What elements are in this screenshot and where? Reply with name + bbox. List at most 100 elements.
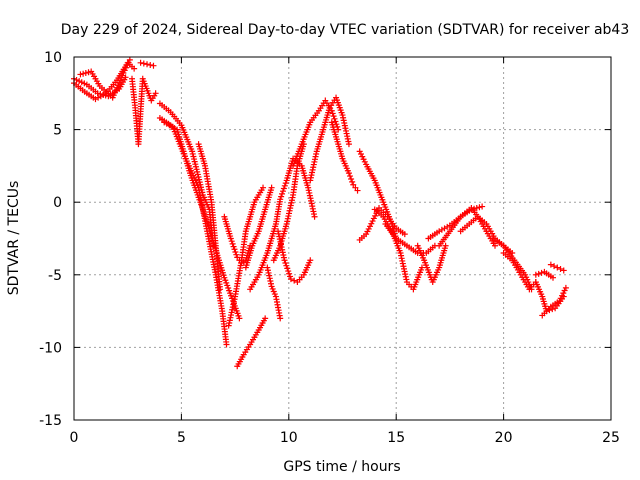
data-point	[359, 153, 366, 160]
data-point	[277, 196, 284, 203]
data-point	[85, 69, 92, 76]
data-point	[547, 261, 554, 268]
plot-frame	[73, 56, 612, 421]
data-point	[233, 251, 240, 258]
data-point	[345, 170, 352, 177]
data-point	[278, 193, 285, 200]
data-points	[71, 56, 569, 370]
chart-title: Day 229 of 2024, Sidereal Day-to-day VTE…	[61, 22, 630, 38]
data-point	[559, 292, 566, 299]
data-point	[360, 156, 367, 163]
data-point	[94, 90, 101, 97]
data-point	[217, 286, 224, 293]
data-point	[260, 184, 267, 191]
data-point	[266, 275, 273, 282]
data-point	[282, 259, 289, 266]
data-point	[370, 215, 377, 222]
data-point	[556, 297, 563, 304]
x-tick-label: 15	[387, 430, 405, 446]
x-tick-label: 25	[602, 430, 620, 446]
data-point	[348, 175, 355, 182]
data-point	[291, 277, 298, 284]
data-point	[554, 264, 561, 271]
y-tick-label: -10	[39, 340, 62, 356]
data-point	[369, 218, 376, 225]
data-point	[287, 273, 294, 280]
data-point	[265, 269, 272, 276]
data-point	[329, 110, 336, 117]
data-point	[267, 278, 274, 285]
data-point	[287, 276, 294, 283]
data-point	[401, 231, 408, 238]
y-axis-label: SDTVAR / TECUs	[6, 181, 22, 296]
data-point	[227, 235, 234, 242]
data-point	[364, 228, 371, 235]
data-point	[122, 64, 129, 71]
data-point	[97, 91, 104, 98]
data-point	[476, 204, 483, 211]
data-point	[137, 59, 144, 66]
data-point	[125, 59, 132, 66]
data-point	[535, 270, 542, 277]
data-point	[551, 263, 558, 270]
data-point	[279, 188, 286, 195]
data-point	[99, 91, 106, 98]
data-point	[331, 115, 338, 122]
data-point	[368, 220, 375, 227]
data-point	[122, 74, 129, 81]
data-point	[228, 238, 235, 245]
data-point	[264, 264, 271, 271]
x-axis-label: GPS time / hours	[283, 459, 400, 475]
data-point	[229, 240, 236, 247]
data-point	[82, 69, 89, 76]
data-point	[557, 295, 564, 302]
data-point	[285, 268, 292, 275]
axis-ticks: 0 5 10 15 20 25 -15 -10 -5 0 5 10	[39, 50, 620, 446]
data-point	[236, 315, 243, 322]
data-point	[442, 242, 449, 249]
data-point	[144, 61, 151, 68]
data-point	[268, 280, 275, 287]
data-point	[557, 265, 564, 272]
data-point	[532, 271, 539, 278]
data-point	[561, 287, 568, 294]
data-point	[147, 61, 154, 68]
data-point	[479, 203, 486, 210]
data-point	[550, 274, 557, 281]
data-point	[345, 141, 352, 148]
data-point	[124, 62, 131, 69]
data-point	[279, 190, 286, 197]
data-point	[264, 267, 271, 274]
data-point	[332, 118, 339, 125]
data-point	[80, 70, 87, 77]
data-point	[280, 185, 287, 192]
data-point	[354, 187, 361, 194]
data-point	[560, 267, 567, 274]
data-point	[361, 158, 368, 165]
data-point	[231, 246, 238, 253]
data-point	[262, 315, 269, 322]
data-point	[418, 264, 425, 271]
data-point	[77, 71, 84, 78]
data-point	[268, 184, 275, 191]
data-point	[307, 257, 314, 264]
y-tick-label: 5	[53, 123, 62, 139]
data-point	[286, 270, 293, 277]
data-point	[349, 178, 356, 185]
data-point	[281, 182, 288, 189]
data-point	[230, 243, 237, 250]
data-point	[283, 262, 290, 269]
data-point	[126, 56, 133, 63]
data-point	[311, 213, 318, 220]
data-point	[277, 315, 284, 322]
data-point	[562, 284, 569, 291]
y-tick-label: 0	[53, 195, 62, 211]
x-tick-label: 5	[177, 430, 186, 446]
grid	[74, 57, 611, 420]
data-point	[282, 180, 289, 187]
data-point	[131, 65, 138, 72]
y-tick-label: 10	[44, 50, 62, 66]
data-point	[357, 150, 364, 157]
y-tick-label: -15	[39, 413, 62, 429]
